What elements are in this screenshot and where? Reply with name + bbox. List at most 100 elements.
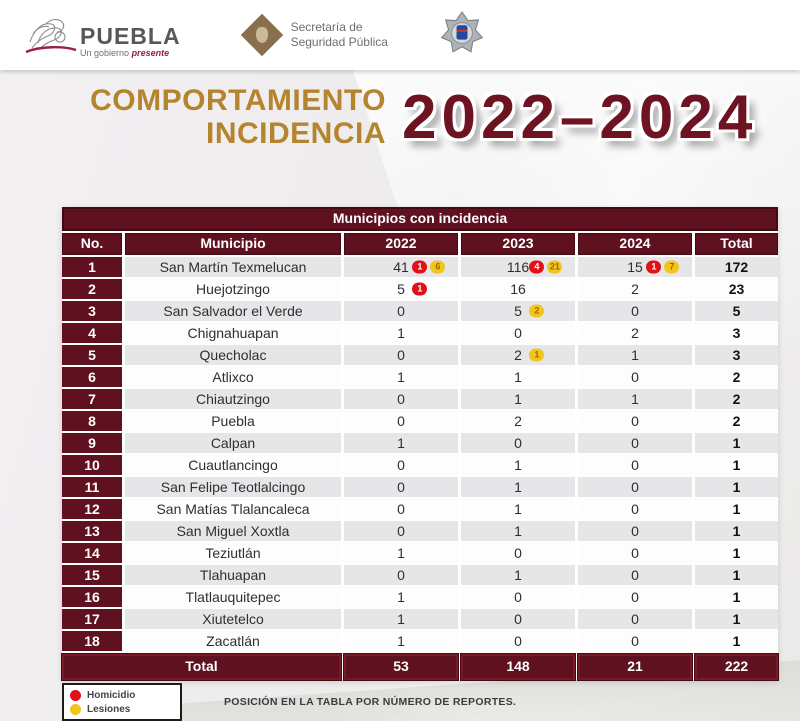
cell-2023: 1	[461, 565, 575, 585]
cell-value: 0	[631, 369, 639, 385]
cell-value: 0	[514, 435, 522, 451]
cell-2022: 1	[344, 543, 458, 563]
municipio-name: San Felipe Teotlalcingo	[125, 477, 341, 497]
cell-value: 1	[397, 589, 405, 605]
cell-value: 1	[397, 325, 405, 341]
municipio-name: Puebla	[125, 411, 341, 431]
cell-2024: 15 1 7	[578, 257, 692, 277]
cell-value: 0	[631, 611, 639, 627]
table-row: 6 Atlixco 1 1 0 2	[62, 367, 778, 387]
cell-2023: 0	[461, 543, 575, 563]
cell-2024: 0	[578, 477, 692, 497]
table-row: 4 Chignahuapan 1 0 2 3	[62, 323, 778, 343]
municipio-name: San Salvador el Verde	[125, 301, 341, 321]
cell-value: 15	[627, 259, 643, 275]
lesiones-dot	[70, 703, 81, 715]
row-total: 3	[695, 323, 778, 343]
cell-value: 0	[397, 479, 405, 495]
cell-value: 0	[631, 545, 639, 561]
row-total: 1	[695, 477, 778, 497]
cell-2022: 1	[344, 433, 458, 453]
cell-2024: 0	[578, 455, 692, 475]
legend-label: Homicidio	[87, 689, 136, 701]
table-row: 14 Teziutlán 1 0 0 1	[62, 543, 778, 563]
municipio-name: San Matías Tlalancaleca	[125, 499, 341, 519]
legend-label: Lesiones	[87, 703, 131, 715]
table-row: 2 Huejotzingo 5 1 16 2 23	[62, 279, 778, 299]
row-number: 13	[62, 521, 122, 541]
cell-2023: 0	[461, 433, 575, 453]
homicidio-badge: 1	[412, 260, 428, 274]
cell-2022: 0	[344, 345, 458, 365]
cell-value: 1	[514, 479, 522, 495]
incidence-table: Municipios con incidencia No. Municipio 20…	[61, 207, 779, 681]
row-total: 2	[695, 411, 778, 431]
cell-value: 1	[397, 611, 405, 627]
cell-value: 1	[514, 567, 522, 583]
cell-2024: 0	[578, 631, 692, 651]
cell-2023: 1	[461, 367, 575, 387]
cell-2024: 1	[578, 345, 692, 365]
cell-2023: 1	[461, 521, 575, 541]
row-total: 1	[695, 543, 778, 563]
row-number: 17	[62, 609, 122, 629]
row-total: 3	[695, 345, 778, 365]
lesiones-badge: 7	[664, 260, 680, 274]
cell-2022: 0	[344, 411, 458, 431]
row-total: 1	[695, 521, 778, 541]
puebla-wordmark: PUEBLA Un gobierno presente	[80, 25, 181, 58]
row-number: 18	[62, 631, 122, 651]
cell-value: 0	[514, 633, 522, 649]
municipio-name: Tlatlauquitepec	[125, 587, 341, 607]
page-title: COMPORTAMIENTO INCIDENCIA	[90, 84, 386, 150]
cell-2023: 1	[461, 389, 575, 409]
municipio-name: Chiautzingo	[125, 389, 341, 409]
cell-value: 2	[631, 281, 639, 297]
title-years: 2022–2024	[402, 83, 758, 152]
cell-value: 0	[631, 589, 639, 605]
municipio-name: Atlixco	[125, 367, 341, 387]
legend-item-homicidio: Homicidio	[70, 688, 174, 702]
row-total: 1	[695, 433, 778, 453]
cell-2024: 0	[578, 521, 692, 541]
cell-2023: 0	[461, 631, 575, 651]
municipio-name: Xiutetelco	[125, 609, 341, 629]
cell-2024: 2	[578, 279, 692, 299]
police-star-badge-icon	[440, 10, 484, 60]
cell-2024: 0	[578, 433, 692, 453]
cell-value: 1	[631, 347, 639, 363]
row-number: 6	[62, 367, 122, 387]
legend-note: POSICIÓN EN LA TABLA POR NÚMERO DE REPOR…	[224, 696, 517, 708]
cell-value: 0	[514, 589, 522, 605]
total-2023: 148	[460, 653, 576, 681]
column-header-No.: No.	[62, 233, 122, 255]
municipio-name: San Miguel Xoxtla	[125, 521, 341, 541]
row-number: 16	[62, 587, 122, 607]
cell-value: 0	[631, 633, 639, 649]
cell-value: 0	[397, 501, 405, 517]
logo-bar: PUEBLA Un gobierno presente Secretaría d…	[0, 0, 800, 70]
cell-2022: 1	[344, 609, 458, 629]
cell-value: 1	[514, 369, 522, 385]
table-row: 12 San Matías Tlalancaleca 0 1 0 1	[62, 499, 778, 519]
badge-group: 1	[529, 348, 545, 362]
total-overall: 222	[694, 653, 779, 681]
cell-value: 1	[514, 523, 522, 539]
homicidio-dot	[70, 689, 81, 701]
table-row: 13 San Miguel Xoxtla 0 1 0 1	[62, 521, 778, 541]
cell-2022: 1	[344, 367, 458, 387]
cell-2023: 1	[461, 455, 575, 475]
row-total: 172	[695, 257, 778, 277]
row-total: 1	[695, 609, 778, 629]
row-number: 2	[62, 279, 122, 299]
cell-value: 0	[631, 501, 639, 517]
puebla-tagline: Un gobierno presente	[80, 48, 170, 58]
table-body: 1 San Martín Texmelucan 41 1 6 116 4 21 15 1 7 172 2…	[62, 257, 778, 651]
cell-value: 16	[510, 281, 526, 297]
cell-2023: 1	[461, 477, 575, 497]
ssp-logo-text: Secretaría de Seguridad Pública	[290, 20, 388, 49]
row-number: 10	[62, 455, 122, 475]
